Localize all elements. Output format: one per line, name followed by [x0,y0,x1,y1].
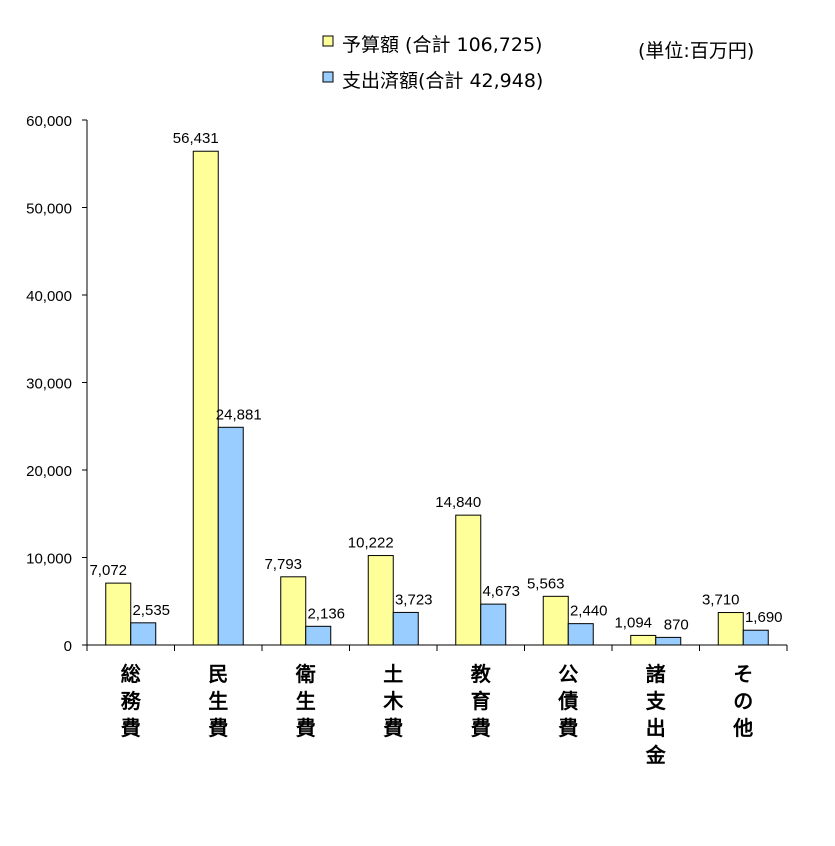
bar-spent [480,603,507,646]
bar-spent [742,629,769,646]
y-tick-label: 60,000 [26,113,72,130]
legend-label-spent: 支出済額(合計 42,948) [342,70,543,92]
data-label-spent: 3,723 [395,591,433,608]
data-label-spent: 870 [664,616,689,633]
bar-budget [542,595,569,646]
y-tick-label: 0 [64,638,72,655]
bar-spent [567,623,594,646]
data-label-budget: 1,094 [614,614,652,631]
legend-swatch-spent [322,71,334,83]
data-label-budget: 7,793 [264,556,302,573]
bar-spent [305,625,332,646]
bar-spent [130,622,157,646]
bar-budget [455,514,482,646]
bar-spent [217,426,244,646]
bar-budget [192,150,219,646]
category-label: 教育費 [471,662,492,740]
bar-budget [367,555,394,646]
y-tick-label: 20,000 [26,463,72,480]
legend-label-budget: 予算額 (合計 106,725) [342,34,542,56]
y-tick-label: 30,000 [26,376,72,393]
category-label: 公債費 [557,662,578,740]
data-label-budget: 3,710 [702,592,740,609]
category-label: 土木費 [382,662,404,740]
category-label: 衛生費 [295,662,316,740]
data-label-spent: 4,673 [482,583,520,600]
unit-label: (単位:百万円) [638,40,754,62]
category-label: その他 [732,662,753,740]
bar-budget [717,612,744,646]
bar-budget [105,582,132,646]
data-label-spent: 1,690 [745,609,783,626]
legend: 予算額 (合計 106,725) 支出済額(合計 42,948) [322,34,543,92]
category-label: 諸支出金 [645,662,667,767]
data-label-budget: 7,072 [89,562,127,579]
data-label-spent: 2,440 [570,603,608,620]
category-label: 民生費 [208,662,228,740]
bar-budget [630,634,657,646]
data-label-budget: 10,222 [348,535,394,552]
data-label-budget: 14,840 [435,494,481,511]
data-label-budget: 56,431 [173,130,219,147]
bar-budget [280,576,307,646]
data-label-spent: 2,136 [307,605,345,622]
category-label: 総務費 [121,662,142,740]
data-label-budget: 5,563 [527,575,565,592]
y-tick-label: 40,000 [26,288,72,305]
data-label-spent: 2,535 [132,602,170,619]
legend-swatch-budget [322,35,334,47]
bar-spent [655,636,682,646]
y-tick-label: 10,000 [26,551,72,568]
bar-spent [392,611,419,646]
data-label-spent: 24,881 [216,406,262,423]
y-tick-label: 50,000 [26,201,72,218]
plot-area: 0 10,000 20,000 30,000 40,000 50,000 60,000 7,0… [26,113,788,767]
